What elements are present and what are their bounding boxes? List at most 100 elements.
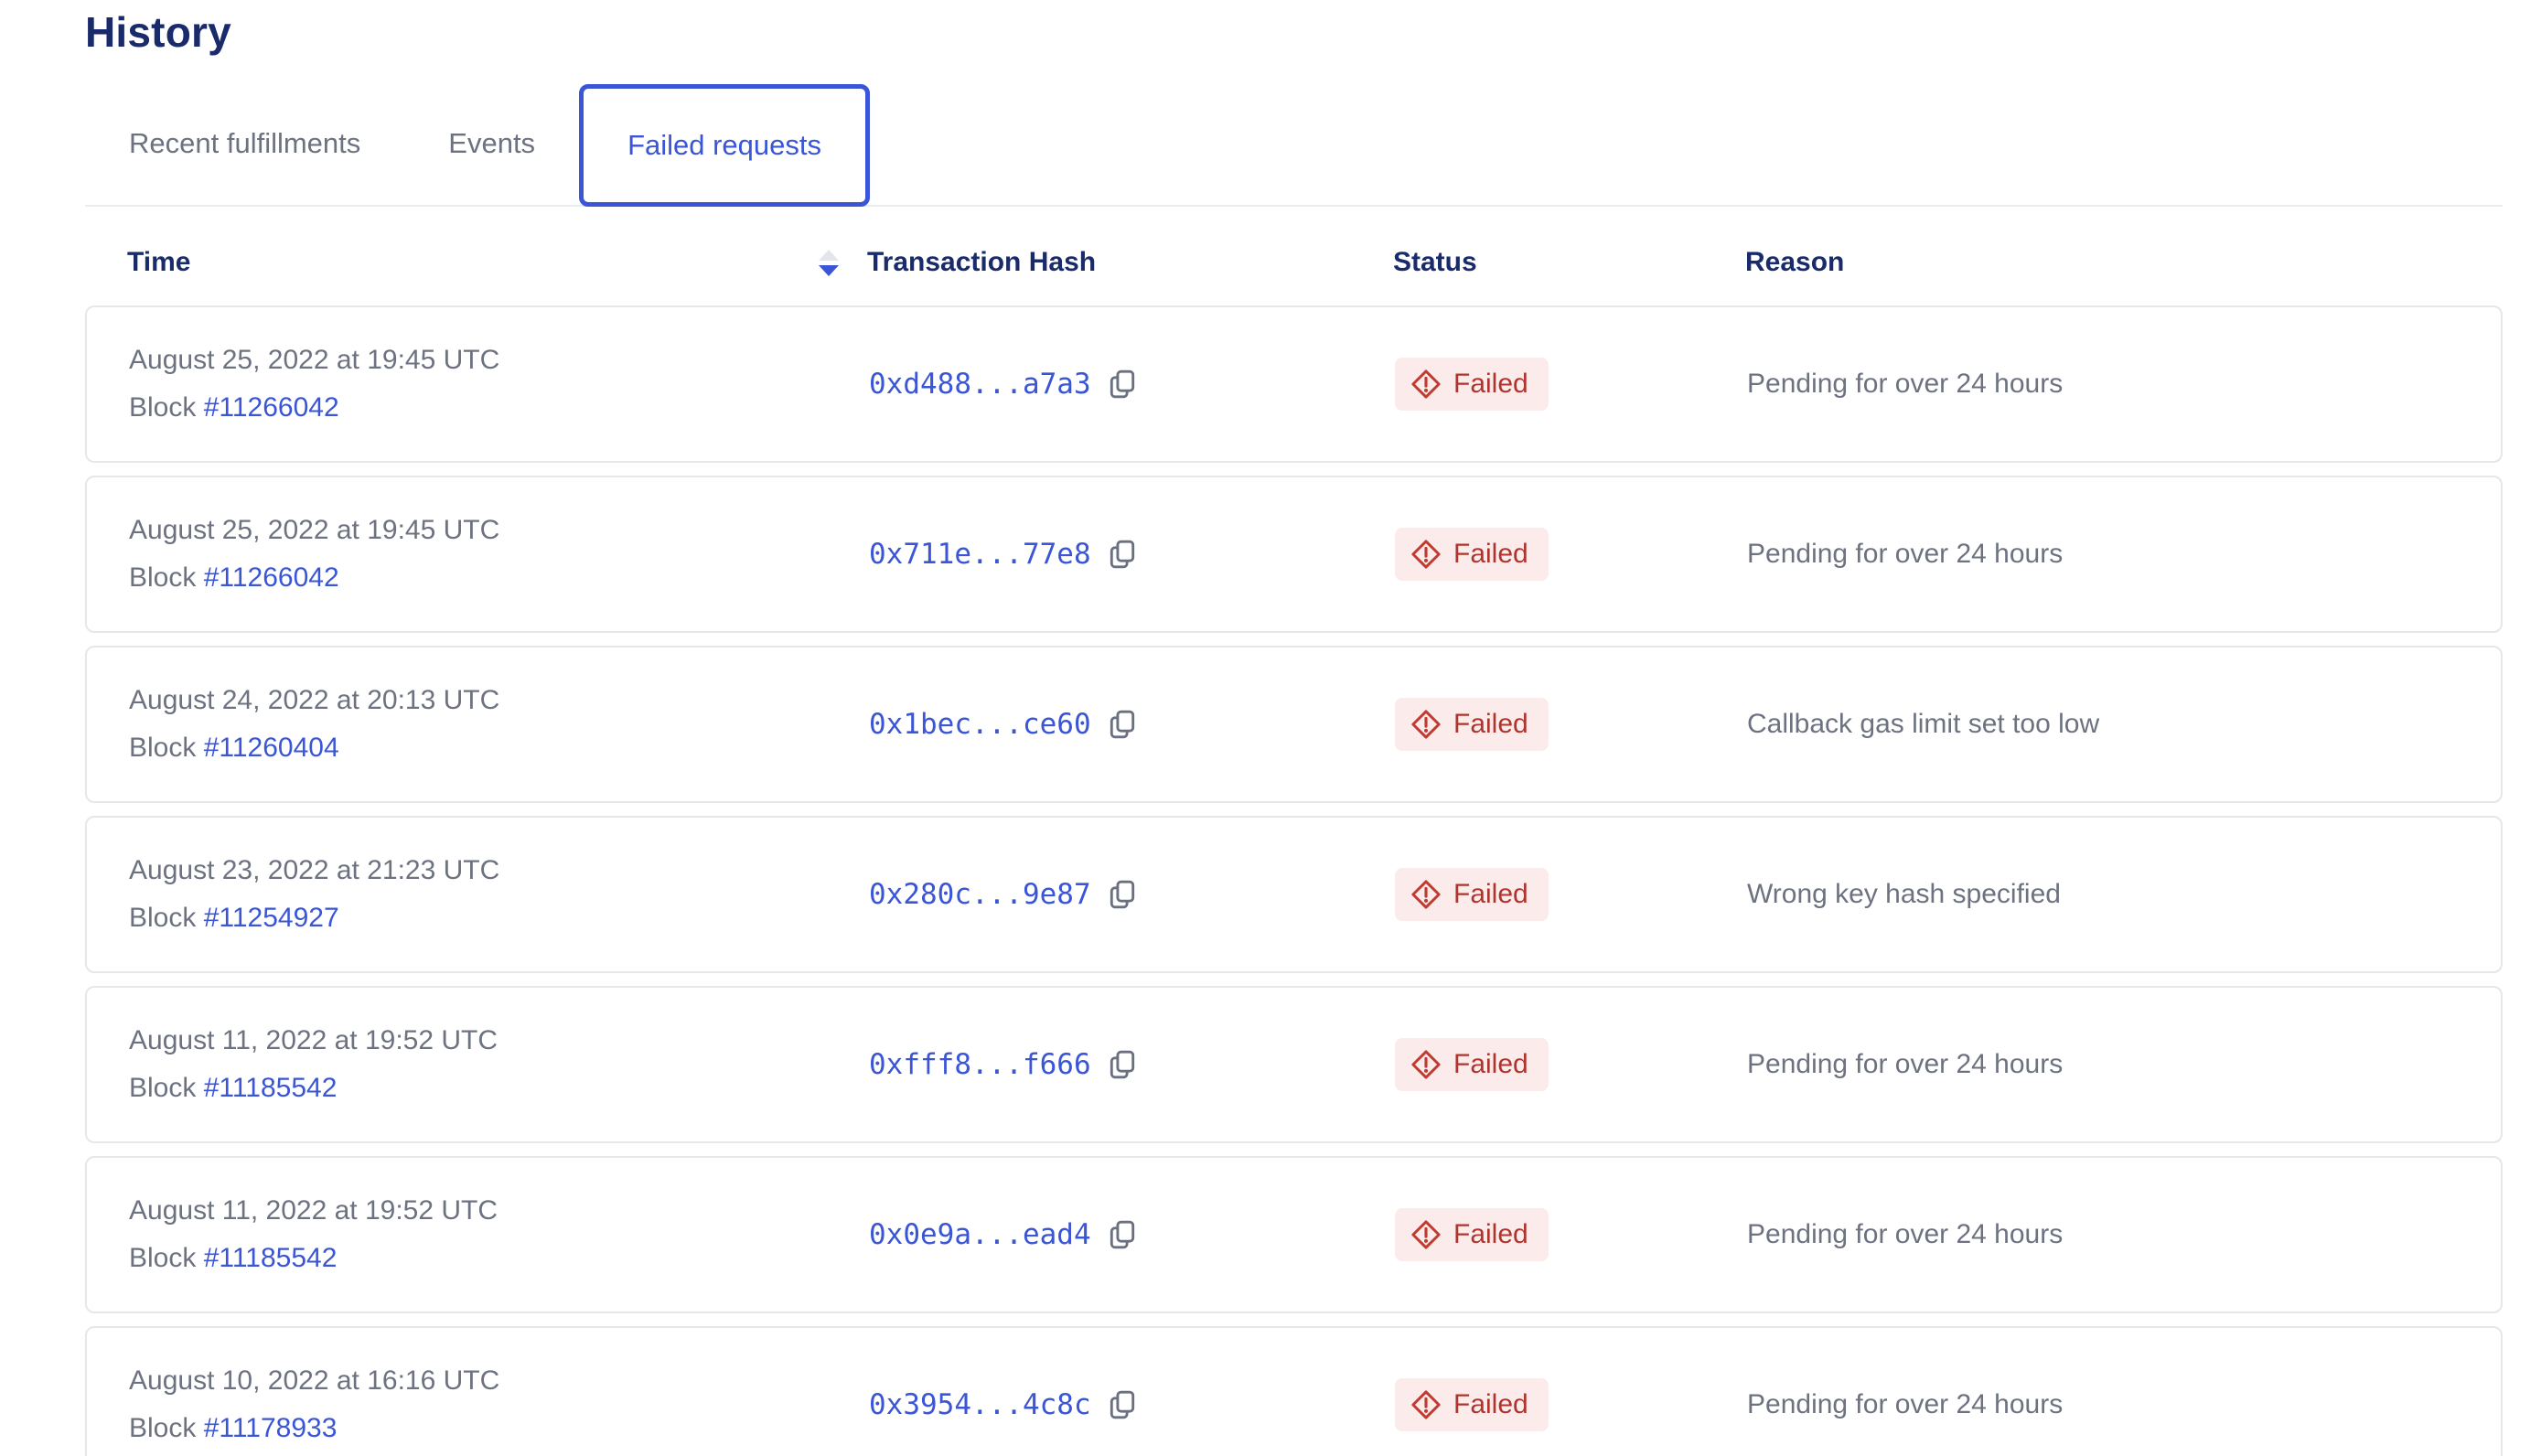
transaction-hash-cell: 0x3954...4c8c [869,1388,1395,1421]
copy-hash-button[interactable] [1106,368,1139,401]
transaction-hash-cell: 0x0e9a...ead4 [869,1218,1395,1251]
copy-hash-button[interactable] [1106,1048,1139,1081]
time-cell: August 11, 2022 at 19:52 UTC Block #1118… [87,1025,869,1104]
column-header-time-label: Time [127,247,191,277]
block-number-link[interactable]: #11185542 [203,1073,338,1103]
sort-descending-icon[interactable] [818,249,840,276]
transaction-hash-cell: 0x1bec...ce60 [869,708,1395,741]
copy-hash-button[interactable] [1106,538,1139,571]
column-header-status: Status [1393,247,1477,277]
status-badge-label: Failed [1453,709,1528,739]
column-header-time[interactable]: Time [85,247,867,278]
transaction-hash-cell: 0x711e...77e8 [869,538,1395,571]
transaction-hash-link[interactable]: 0x280c...9e87 [869,878,1091,911]
transaction-hash-cell: 0x280c...9e87 [869,878,1395,911]
block-line: Block #11254927 [129,903,869,934]
failed-alert-diamond-icon [1411,1390,1441,1419]
time-cell: August 11, 2022 at 19:52 UTC Block #1118… [87,1195,869,1274]
copy-icon [1110,1220,1134,1249]
status-badge: Failed [1395,358,1549,411]
status-badge: Failed [1395,1038,1549,1091]
time-cell: August 25, 2022 at 19:45 UTC Block #1126… [87,515,869,594]
reason-cell: Pending for over 24 hours [1747,1219,2064,1249]
block-label: Block [129,392,197,423]
failed-alert-diamond-icon [1411,369,1441,399]
transaction-hash-link[interactable]: 0xd488...a7a3 [869,368,1091,401]
status-cell: Failed [1395,868,1747,921]
status-cell: Failed [1395,1208,1747,1261]
failed-alert-diamond-icon [1411,710,1441,739]
block-number-link[interactable]: #11254927 [203,903,339,933]
column-header-reason: Reason [1745,247,1845,277]
block-number-link[interactable]: #11178933 [203,1413,338,1443]
tab-failed-requests[interactable]: Failed requests [579,84,871,207]
time-cell: August 10, 2022 at 16:16 UTC Block #1117… [87,1365,869,1444]
transaction-hash-link[interactable]: 0x1bec...ce60 [869,708,1091,741]
reason-cell: Callback gas limit set too low [1747,709,2100,739]
status-badge-label: Failed [1453,369,1528,399]
failed-request-row: August 23, 2022 at 21:23 UTC Block #1125… [85,816,2503,973]
tab-recent-fulfillments[interactable]: Recent fulfillments [129,127,361,159]
block-label: Block [129,903,197,933]
column-header-transaction-hash: Transaction Hash [867,247,1097,277]
status-badge-label: Failed [1453,539,1528,569]
reason-cell: Pending for over 24 hours [1747,1049,2064,1079]
request-timestamp: August 23, 2022 at 21:23 UTC [129,855,500,885]
transaction-hash-cell: 0xfff8...f666 [869,1048,1395,1081]
request-timestamp: August 24, 2022 at 20:13 UTC [129,685,500,715]
copy-hash-button[interactable] [1106,1388,1139,1421]
reason-cell: Pending for over 24 hours [1747,539,2064,569]
failed-request-row: August 11, 2022 at 19:52 UTC Block #1118… [85,1156,2503,1313]
block-number-link[interactable]: #11185542 [203,1243,338,1273]
failed-request-row: August 10, 2022 at 16:16 UTC Block #1117… [85,1326,2503,1456]
transaction-hash-link[interactable]: 0x3954...4c8c [869,1388,1091,1421]
history-tabs: Recent fulfillments Events Failed reques… [85,82,2503,207]
request-timestamp: August 25, 2022 at 19:45 UTC [129,345,500,375]
reason-cell: Pending for over 24 hours [1747,1389,2064,1419]
status-badge: Failed [1395,1378,1549,1431]
block-number-link[interactable]: #11260404 [203,733,339,763]
copy-icon [1110,880,1134,909]
copy-icon [1110,1050,1134,1079]
transaction-hash-cell: 0xd488...a7a3 [869,368,1395,401]
transaction-hash-link[interactable]: 0x711e...77e8 [869,538,1091,571]
block-label: Block [129,562,197,593]
request-timestamp: August 25, 2022 at 19:45 UTC [129,515,500,545]
failed-request-row: August 24, 2022 at 20:13 UTC Block #1126… [85,646,2503,803]
copy-icon [1110,710,1134,739]
sort-down-triangle-icon [819,264,839,276]
block-line: Block #11185542 [129,1243,869,1274]
block-label: Block [129,733,197,763]
block-label: Block [129,1073,197,1103]
status-badge-label: Failed [1453,1049,1528,1079]
copy-hash-button[interactable] [1106,708,1139,741]
history-page: History Recent fulfillments Events Faile… [85,7,2503,1456]
request-timestamp: August 10, 2022 at 16:16 UTC [129,1365,500,1396]
status-badge-label: Failed [1453,879,1528,909]
failed-alert-diamond-icon [1411,1220,1441,1249]
block-line: Block #11260404 [129,733,869,764]
block-label: Block [129,1413,197,1443]
status-badge: Failed [1395,1208,1549,1261]
copy-hash-button[interactable] [1106,1218,1139,1251]
request-timestamp: August 11, 2022 at 19:52 UTC [129,1195,499,1226]
copy-icon [1110,1390,1134,1419]
failed-alert-diamond-icon [1411,540,1441,569]
time-cell: August 23, 2022 at 21:23 UTC Block #1125… [87,855,869,934]
failed-request-row: August 25, 2022 at 19:45 UTC Block #1126… [85,476,2503,633]
reason-cell: Pending for over 24 hours [1747,369,2064,399]
failed-alert-diamond-icon [1411,880,1441,909]
failed-alert-diamond-icon [1411,1050,1441,1079]
tab-events[interactable]: Events [448,127,536,159]
copy-icon [1110,369,1134,399]
status-cell: Failed [1395,358,1747,411]
transaction-hash-link[interactable]: 0xfff8...f666 [869,1048,1091,1081]
status-cell: Failed [1395,1038,1747,1091]
block-number-link[interactable]: #11266042 [203,392,339,423]
copy-hash-button[interactable] [1106,878,1139,911]
status-badge: Failed [1395,528,1549,581]
reason-cell: Wrong key hash specified [1747,879,2061,909]
block-label: Block [129,1243,197,1273]
block-number-link[interactable]: #11266042 [203,562,339,593]
transaction-hash-link[interactable]: 0x0e9a...ead4 [869,1218,1091,1251]
